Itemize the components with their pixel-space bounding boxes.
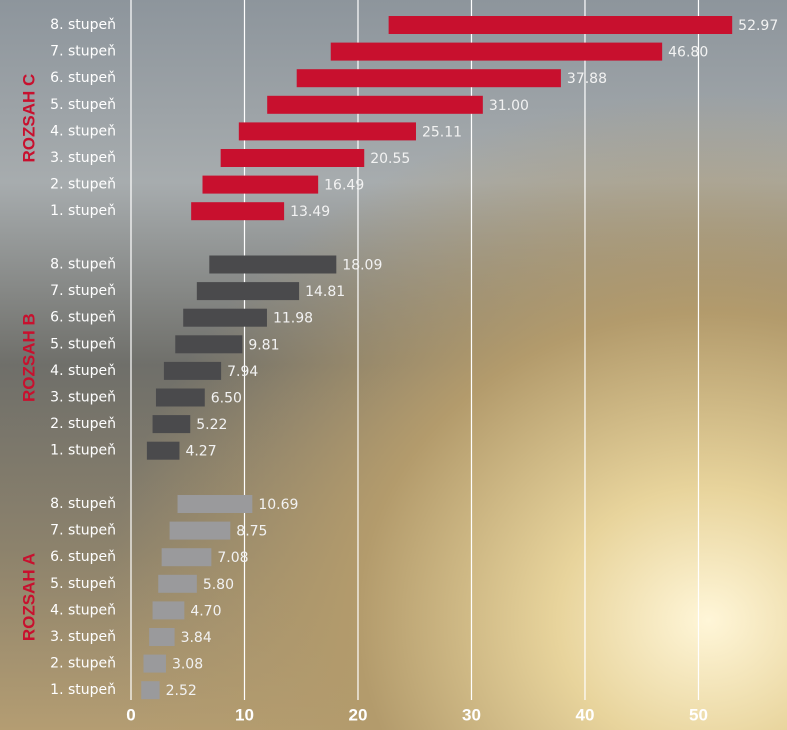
value-label: 7.08 bbox=[217, 550, 248, 566]
value-label: 10.69 bbox=[258, 497, 298, 513]
category-label: 5. stupeň bbox=[50, 576, 116, 592]
bar bbox=[331, 43, 662, 61]
category-label: 2. stupeň bbox=[50, 656, 116, 672]
bar bbox=[143, 655, 165, 673]
value-label: 46.80 bbox=[668, 45, 708, 61]
category-label: 2. stupeň bbox=[50, 177, 116, 193]
bar bbox=[197, 282, 299, 300]
category-label: 5. stupeň bbox=[50, 97, 116, 113]
bar bbox=[183, 309, 267, 327]
page: 0 10 20 30 40 50 ROZSAH C 8. stupeň 52.97 7. stup… bbox=[0, 0, 787, 730]
value-label: 11.98 bbox=[273, 311, 313, 327]
group-label: ROZSAH B bbox=[19, 313, 38, 402]
bar bbox=[149, 628, 174, 646]
value-label: 52.97 bbox=[738, 18, 778, 34]
category-label: 3. stupeň bbox=[50, 150, 116, 166]
value-label: 14.81 bbox=[305, 284, 345, 300]
category-label: 7. stupeň bbox=[50, 44, 116, 60]
bar bbox=[178, 495, 253, 513]
category-label: 7. stupeň bbox=[50, 283, 116, 299]
bar bbox=[170, 522, 231, 540]
value-label: 37.88 bbox=[567, 71, 607, 87]
category-label: 3. stupeň bbox=[50, 390, 116, 406]
bar bbox=[153, 415, 191, 433]
category-label: 8. stupeň bbox=[50, 496, 116, 512]
bar bbox=[239, 122, 416, 140]
value-label: 13.49 bbox=[290, 204, 330, 220]
value-label: 25.11 bbox=[422, 124, 462, 140]
value-label: 31.00 bbox=[489, 98, 529, 114]
category-label: 3. stupeň bbox=[50, 629, 116, 645]
bar bbox=[141, 681, 159, 699]
bar bbox=[267, 96, 483, 114]
value-label: 18.09 bbox=[342, 258, 382, 274]
category-label: 1. stupeň bbox=[50, 682, 116, 698]
category-label: 5. stupeň bbox=[50, 336, 116, 352]
category-label: 2. stupeň bbox=[50, 416, 116, 432]
value-label: 4.70 bbox=[190, 603, 221, 619]
bar bbox=[147, 442, 180, 460]
x-tick-label: 20 bbox=[349, 705, 368, 724]
value-label: 6.50 bbox=[211, 391, 242, 407]
bar bbox=[389, 16, 733, 34]
value-label: 8.75 bbox=[236, 524, 267, 540]
bar bbox=[203, 176, 319, 194]
category-label: 8. stupeň bbox=[50, 257, 116, 273]
group-label: ROZSAH C bbox=[19, 74, 38, 163]
x-tick-label: 0 bbox=[126, 705, 135, 724]
x-tick-label: 30 bbox=[462, 705, 481, 724]
bar bbox=[221, 149, 365, 167]
bar bbox=[191, 202, 284, 220]
value-label: 4.27 bbox=[185, 444, 216, 460]
bar bbox=[164, 362, 221, 380]
group-label: ROZSAH A bbox=[19, 553, 38, 641]
bar bbox=[158, 575, 197, 593]
category-label: 4. stupeň bbox=[50, 363, 116, 379]
bar bbox=[209, 256, 336, 274]
category-label: 1. stupeň bbox=[50, 203, 116, 219]
value-label: 16.49 bbox=[324, 178, 364, 194]
x-tick-label: 10 bbox=[235, 705, 254, 724]
category-label: 7. stupeň bbox=[50, 523, 116, 539]
value-label: 3.08 bbox=[172, 657, 203, 673]
bar bbox=[162, 548, 212, 566]
category-label: 6. stupeň bbox=[50, 310, 116, 326]
value-label: 20.55 bbox=[370, 151, 410, 167]
category-label: 4. stupeň bbox=[50, 602, 116, 618]
category-label: 6. stupeň bbox=[50, 549, 116, 565]
bar bbox=[156, 389, 205, 407]
value-label: 9.81 bbox=[248, 337, 279, 353]
x-tick-label: 50 bbox=[689, 705, 708, 724]
value-label: 5.80 bbox=[203, 577, 234, 593]
bar bbox=[175, 335, 242, 353]
value-label: 3.84 bbox=[181, 630, 212, 646]
category-label: 1. stupeň bbox=[50, 443, 116, 459]
chart: 0 10 20 30 40 50 ROZSAH C 8. stupeň 52.97 7. stup… bbox=[0, 0, 787, 730]
x-tick-label: 40 bbox=[576, 705, 595, 724]
bar bbox=[297, 69, 561, 87]
value-label: 2.52 bbox=[166, 683, 197, 699]
category-label: 8. stupeň bbox=[50, 17, 116, 33]
value-label: 7.94 bbox=[227, 364, 258, 380]
value-label: 5.22 bbox=[196, 417, 227, 433]
bar bbox=[153, 601, 185, 619]
category-label: 4. stupeň bbox=[50, 123, 116, 139]
category-label: 6. stupeň bbox=[50, 70, 116, 86]
